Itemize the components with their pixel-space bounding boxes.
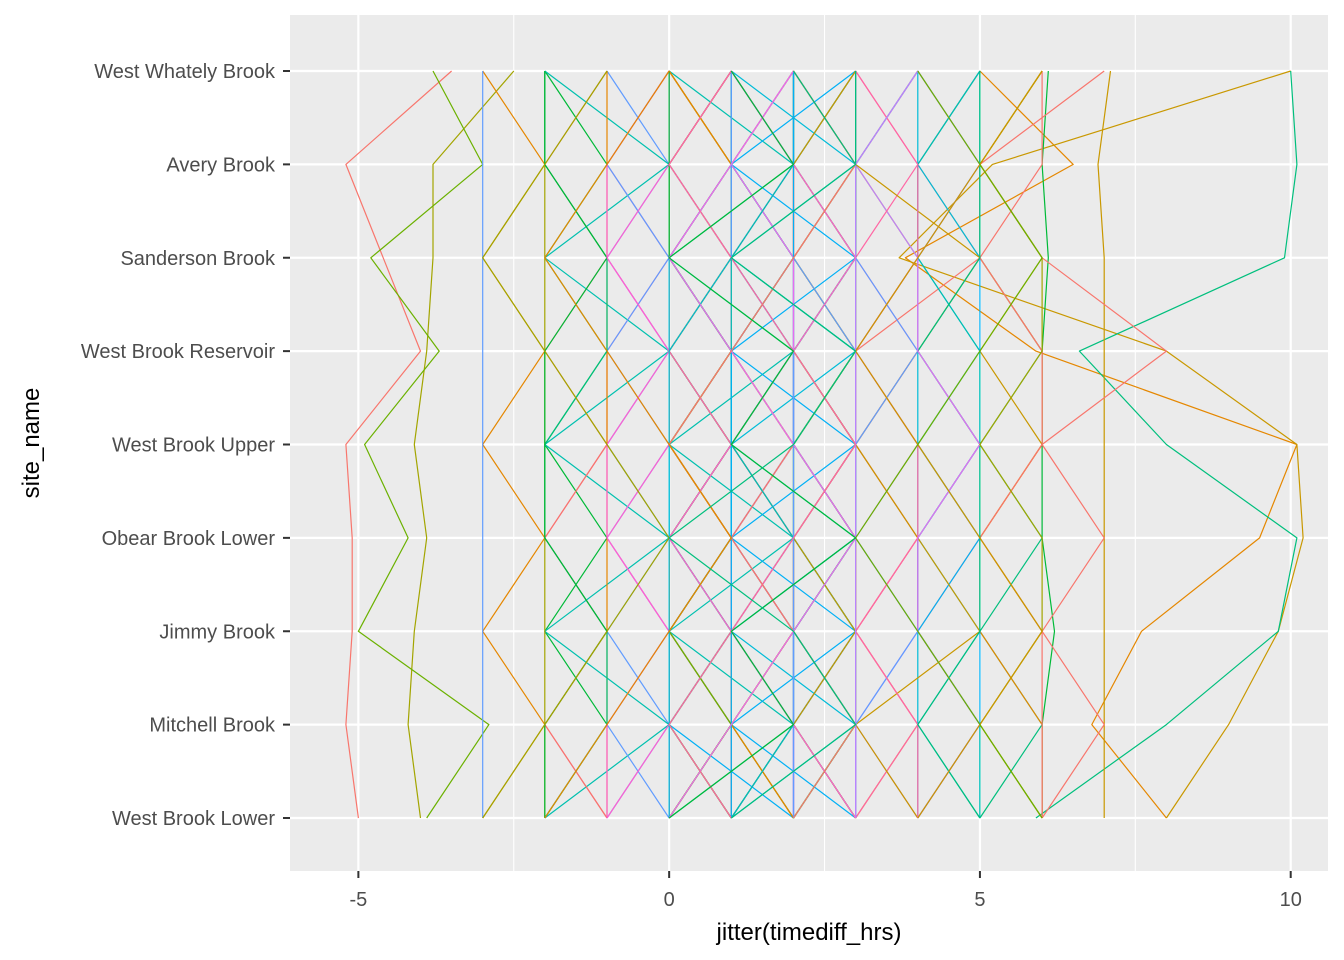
series-line-0	[345, 70, 452, 819]
axis-ticks	[283, 70, 1292, 878]
series-line-108	[482, 70, 670, 819]
series-line-106	[544, 70, 732, 819]
y-axis-tick-labels: West Brook Lower Mitchell Brook Jimmy Broo…	[81, 61, 276, 830]
minor-gridlines	[513, 15, 1136, 871]
series-line-109	[854, 70, 1043, 819]
series-line-110	[668, 70, 857, 819]
y-axis-title: site_name	[18, 388, 45, 499]
x-tick-label-2: 5	[974, 889, 985, 911]
series-line-75	[979, 71, 1043, 818]
series-line-3	[407, 70, 515, 819]
y-tick-label-6: Sanderson Brook	[120, 248, 276, 270]
series-line-2	[898, 70, 1304, 819]
y-tick-label-7: Avery Brook	[166, 154, 276, 176]
series-line-6	[1035, 70, 1298, 819]
y-tick-label-3: Obear Brook Lower	[102, 528, 276, 550]
plot-panel	[290, 15, 1328, 871]
y-tick-label-4: West Brook Upper	[112, 435, 275, 457]
series-lines	[345, 70, 1304, 819]
x-tick-label-1: 0	[664, 889, 675, 911]
x-axis-tick-labels: -5 0 5 10	[349, 889, 1301, 911]
y-tick-label-0: West Brook Lower	[112, 808, 275, 830]
x-tick-label-3: 10	[1280, 889, 1302, 911]
series-line-111	[668, 70, 857, 819]
y-tick-label-5: West Brook Reservoir	[81, 341, 275, 363]
y-tick-label-1: Mitchell Brook	[149, 715, 276, 737]
series-line-104	[668, 70, 857, 819]
y-tick-label-2: Jimmy Brook	[159, 621, 276, 643]
series-line-47	[1097, 70, 1112, 818]
x-axis-title: jitter(timediff_hrs)	[716, 919, 902, 946]
y-tick-label-8: West Whately Brook	[94, 61, 276, 83]
x-tick-label-0: -5	[349, 889, 367, 911]
series-line-4	[357, 70, 490, 819]
